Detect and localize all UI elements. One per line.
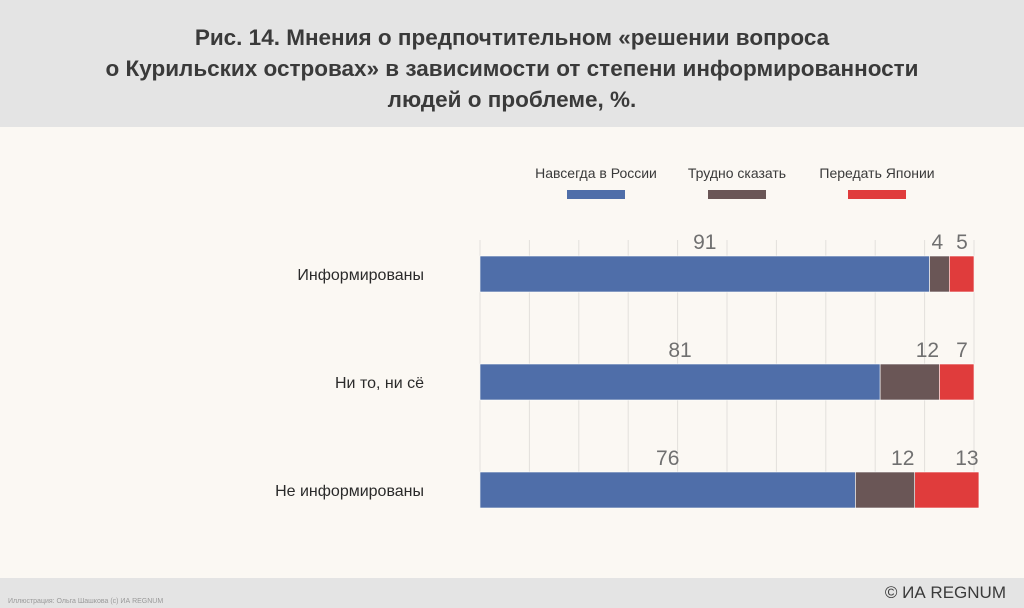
footer-band	[0, 578, 1024, 608]
legend-label: Навсегда в России	[535, 165, 657, 181]
data-labels: 91 4 5 81 12 7 76 12 13	[656, 231, 979, 470]
legend-swatch	[708, 190, 766, 199]
data-label: 91	[693, 231, 716, 254]
data-label: 12	[891, 447, 914, 470]
bar-segment	[914, 471, 980, 509]
data-label: 7	[956, 339, 968, 362]
data-label: 5	[956, 231, 968, 254]
title-band	[0, 0, 1024, 127]
category-label: Информированы	[297, 267, 424, 284]
data-label: 4	[931, 231, 943, 254]
legend-label: Передать Японии	[819, 165, 934, 181]
category-labels: Информированы Ни то, ни сё Не информирован…	[275, 267, 424, 500]
bars	[479, 255, 980, 509]
legend-swatch	[848, 190, 906, 199]
legend-label: Трудно сказать	[688, 165, 786, 181]
data-label: 12	[916, 339, 939, 362]
bar-segment	[929, 255, 950, 293]
bar-segment	[479, 471, 856, 509]
bar-segment	[855, 471, 916, 509]
data-label: 81	[668, 339, 691, 362]
legend: Навсегда в России Трудно сказать Передать …	[535, 165, 935, 199]
category-label: Ни то, ни сё	[335, 375, 424, 392]
data-label: 13	[955, 447, 978, 470]
bar-segment	[939, 363, 975, 401]
chart-title: Рис. 14. Мнения о предпочтительном «реше…	[105, 25, 919, 112]
bar-segment	[948, 255, 975, 293]
legend-swatch	[567, 190, 625, 199]
data-label: 76	[656, 447, 679, 470]
bar-segment	[479, 255, 930, 293]
illustration-credit: Иллюстрация: Ольга Шашкова (c) ИА REGNUM	[8, 598, 164, 605]
copyright-label: © ИА REGNUM	[884, 583, 1006, 602]
category-label: Не информированы	[275, 483, 424, 500]
bar-segment	[479, 363, 881, 401]
bar-segment	[879, 363, 940, 401]
